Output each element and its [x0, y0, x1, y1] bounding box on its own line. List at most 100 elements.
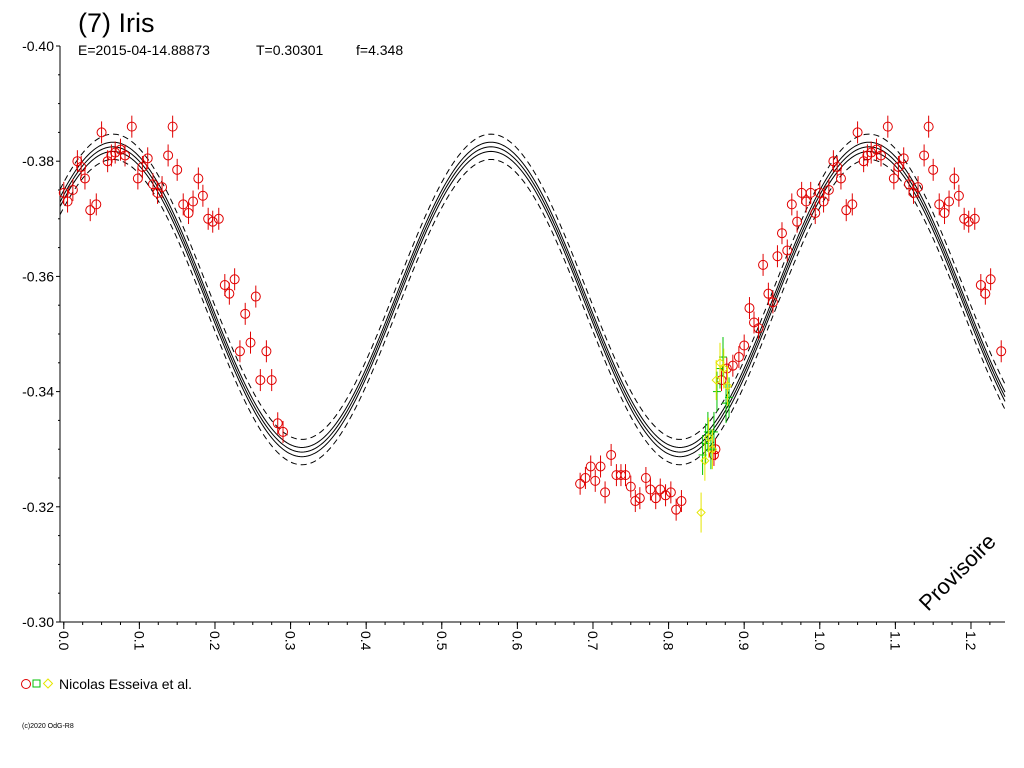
data-point-circle [876, 150, 887, 161]
data-point-circle [585, 461, 596, 472]
provisoire-watermark: Provisoire [914, 529, 1001, 616]
data-point-circle [823, 185, 834, 195]
data-point-circle [772, 251, 783, 262]
data-point-circle [193, 173, 204, 184]
data-point-circle [660, 490, 671, 501]
data-point-diamond [715, 358, 725, 368]
data-point-circle [178, 199, 189, 210]
copyright: (c)2020 OdG-R8 [22, 723, 74, 730]
data-point-circle [606, 449, 617, 460]
axes [59, 46, 1005, 623]
y-tick-label: -0.30 [22, 614, 54, 630]
data-point-circle [102, 156, 113, 167]
model-upper-outer [59, 158, 1006, 466]
data-point-circle [157, 182, 168, 193]
x-tick-label: 0.1 [131, 631, 147, 651]
data-point-circle [786, 199, 797, 210]
data-point-circle [245, 337, 256, 348]
data-point-circle [866, 147, 877, 158]
data-point-circle [832, 161, 843, 172]
data-point-circle [634, 493, 645, 504]
data-point-circle [85, 205, 96, 216]
legend-circle-marker [21, 679, 31, 689]
data-point-circle [240, 308, 251, 319]
data-point-diamond [722, 381, 733, 391]
data-point-circle [58, 187, 69, 198]
epoch-label: E=2015-04-14.88873 [78, 42, 210, 58]
data-point-circle [814, 187, 825, 198]
data-point-circle [949, 173, 960, 184]
y-tick-label: -0.34 [22, 384, 54, 400]
x-tick-label: 0.6 [509, 631, 525, 651]
x-tick-label: 0.3 [283, 631, 299, 651]
y-tick-label: -0.32 [22, 499, 54, 515]
data-point-diamond [700, 456, 710, 466]
data-point-circle [197, 190, 208, 201]
model-curve [59, 146, 1006, 453]
data-point-circle [888, 173, 899, 184]
data-point-circle [278, 426, 289, 437]
chart-title: (7) Iris [78, 8, 155, 38]
data-point-circle [625, 481, 636, 492]
data-point-circle [62, 196, 73, 207]
data-point-circle [898, 153, 909, 164]
x-tick-label: 0.4 [358, 631, 374, 651]
data-point-diamond [696, 507, 706, 518]
data-point-circle [980, 288, 991, 299]
data-point-circle [110, 147, 121, 158]
data-point-circle [996, 346, 1007, 357]
data-point-circle [928, 164, 939, 175]
data-point-circle [255, 375, 266, 386]
data-point-circle [753, 323, 764, 334]
data-point-circle [963, 216, 974, 227]
x-tick-label: 1.2 [963, 631, 979, 651]
data-point-circle [142, 153, 153, 164]
model-upper-inner [59, 150, 1006, 458]
data-point-diamond [703, 432, 714, 443]
data-point-circle [595, 461, 606, 472]
data-point-circle [919, 150, 930, 161]
data-point-circle [733, 352, 744, 363]
data-point-circle [234, 346, 245, 357]
y-ticks: -0.40 -0.38 -0.36 -0.34 -0.32 -0.30 [22, 38, 60, 630]
data-point-circle [739, 340, 750, 351]
data-point-circle [261, 346, 272, 357]
data-point-circle [207, 216, 218, 227]
legend-square-marker [32, 679, 41, 688]
data-point-circle [67, 185, 78, 195]
data-point-circle [913, 182, 924, 193]
x-tick-label: 0.0 [56, 631, 72, 651]
data-point-circle [266, 375, 277, 386]
data-point-circle [985, 274, 996, 285]
data-point-circle [818, 196, 829, 207]
data-point-circle [72, 156, 83, 167]
data-point-circle [858, 156, 869, 167]
data-point-circle [953, 190, 964, 201]
f-label: f=4.348 [356, 42, 403, 58]
data-point-circle [250, 291, 261, 302]
data-point-circle [744, 303, 755, 314]
data-point-circle [939, 208, 950, 219]
data-point-circle [640, 473, 651, 483]
x-tick-label: 0.8 [661, 631, 677, 651]
data-point-circle [96, 127, 107, 138]
data-point-circle [183, 208, 194, 219]
legend-diamond-marker [42, 678, 54, 689]
model-lower-inner [59, 141, 1006, 448]
data-point-circle [575, 478, 586, 489]
data-point-circle [792, 216, 803, 227]
x-tick-label: 0.2 [207, 631, 223, 651]
data-point-circle [645, 484, 656, 495]
data-point-circle [727, 360, 738, 371]
data-point-circle [590, 475, 601, 486]
data-point-circle [810, 208, 821, 219]
data-point-circle [893, 161, 904, 172]
legend: Nicolas Esseiva et al. [21, 676, 192, 692]
data-point-circle [852, 127, 863, 138]
data-point-circle [120, 150, 131, 161]
data-points [58, 115, 1007, 533]
data-point-circle [91, 199, 102, 210]
data-point-circle [847, 199, 858, 210]
data-point-diamond [719, 363, 729, 374]
